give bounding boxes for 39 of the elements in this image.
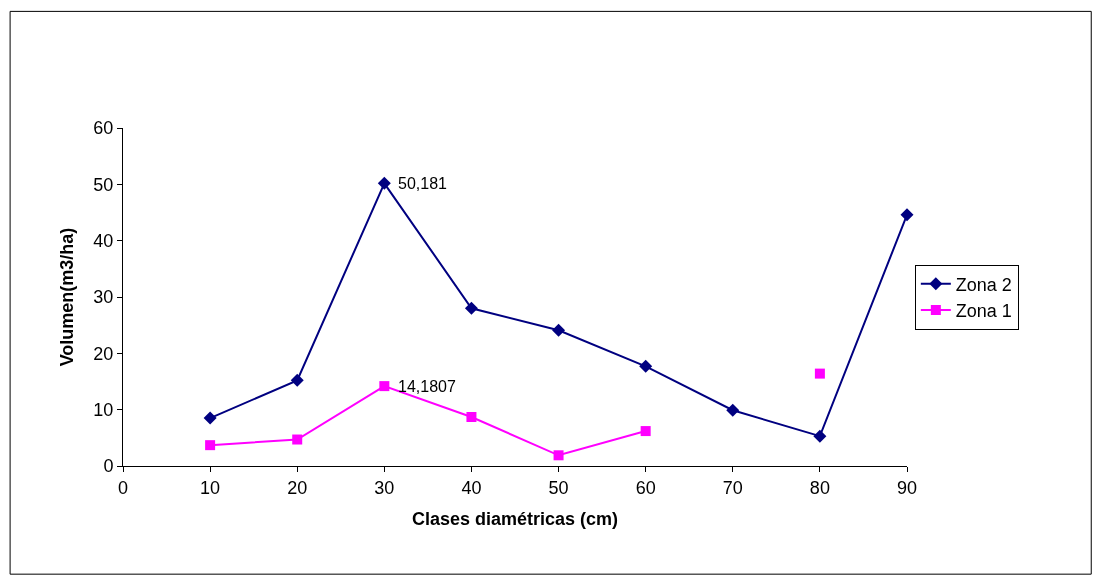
y-tick-label: 30 <box>93 287 114 308</box>
point <box>639 359 653 373</box>
x-tick-label: 50 <box>548 477 569 498</box>
x-tick-label: 10 <box>200 477 221 498</box>
point <box>377 176 391 190</box>
x-tick-label: 0 <box>117 477 129 498</box>
point <box>203 411 217 425</box>
point <box>379 381 390 392</box>
y-tick-label: 50 <box>93 174 114 195</box>
y-tick-label: 10 <box>93 399 114 420</box>
legend-label: Zona 2 <box>955 274 1012 295</box>
point <box>553 450 564 461</box>
y-tick-label: 0 <box>103 456 114 477</box>
point <box>290 373 304 387</box>
x-tick-label: 40 <box>461 477 482 498</box>
point <box>464 301 478 315</box>
annotation: 14,1807 <box>398 378 456 395</box>
point <box>552 323 566 337</box>
point <box>726 403 740 417</box>
x-tick-label: 20 <box>287 477 308 498</box>
x-tick-label: 80 <box>809 477 830 498</box>
point <box>292 434 303 445</box>
x-tick-label: 30 <box>374 477 395 498</box>
point <box>900 208 914 222</box>
point <box>640 426 651 437</box>
legend-label: Zona 1 <box>955 301 1012 322</box>
x-axis-title: Clases diamétricas (cm) <box>411 508 619 529</box>
point <box>813 429 827 443</box>
point <box>466 411 477 422</box>
y-tick-label: 60 <box>93 118 114 139</box>
point <box>814 368 825 379</box>
point <box>205 440 216 451</box>
x-tick-label: 60 <box>635 477 656 498</box>
x-tick-label: 70 <box>722 477 743 498</box>
x-tick-label: 90 <box>896 477 918 498</box>
y-tick-label: 20 <box>93 343 114 364</box>
y-tick-label: 40 <box>93 230 114 251</box>
y-axis-title: Volumen(m3/ha) <box>56 227 77 367</box>
annotation: 50,181 <box>398 175 448 192</box>
